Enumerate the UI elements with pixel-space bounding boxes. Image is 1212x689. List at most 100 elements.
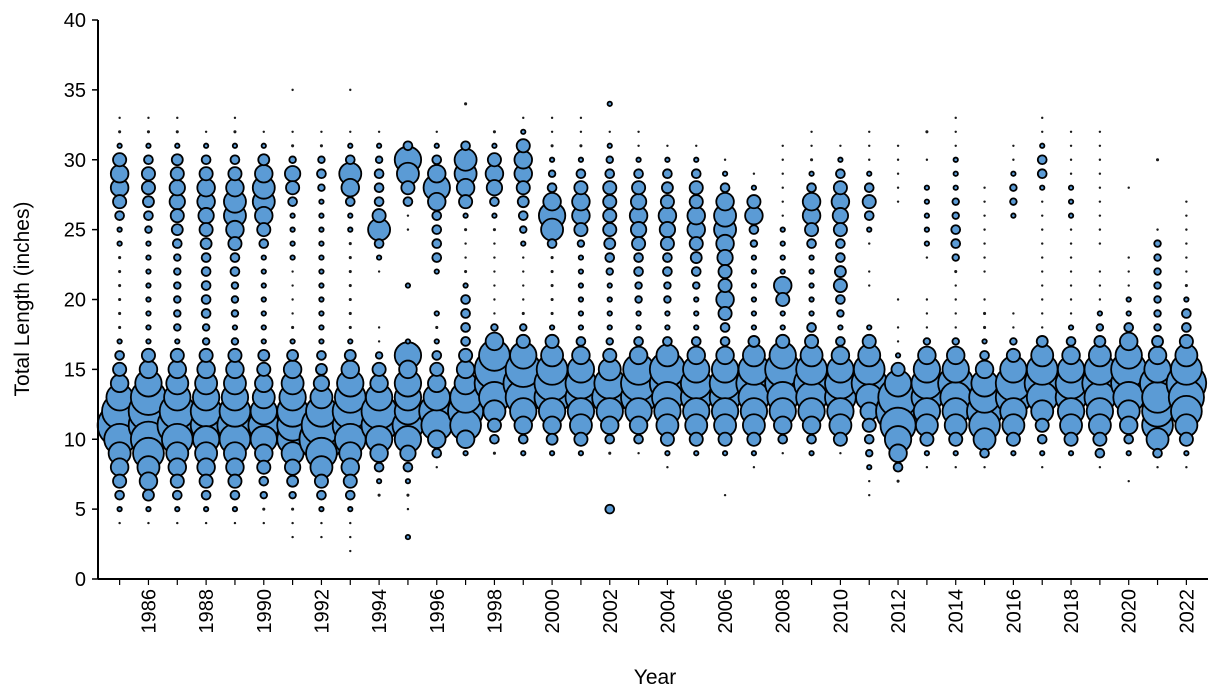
bubble-point [954, 116, 957, 120]
bubble-point [118, 311, 122, 316]
bubble-point [233, 130, 237, 134]
bubble-point [923, 240, 930, 247]
bubble-point [801, 191, 822, 212]
bubble-point [548, 324, 556, 331]
bubble-point [890, 361, 906, 377]
bubble-point [892, 461, 904, 473]
bubble-point [577, 310, 585, 317]
bubble-point [318, 226, 325, 233]
x-tick-label: 2016 [1003, 589, 1025, 634]
bubble-point [719, 336, 731, 347]
bubble-point [602, 208, 618, 224]
bubble-point [1041, 256, 1044, 259]
bubble-point [344, 196, 356, 207]
bubble-point [1069, 172, 1073, 175]
bubble-point [522, 270, 525, 273]
bubble-point [522, 116, 525, 120]
bubble-point [1067, 184, 1075, 191]
bubble-point [750, 450, 758, 457]
bubble-point [347, 212, 354, 219]
bubble-point [719, 182, 731, 194]
bubble-point [693, 450, 700, 457]
bubble-point [145, 142, 152, 149]
bubble-point [489, 433, 500, 445]
bubble-point [925, 298, 929, 301]
bubble-point [604, 433, 616, 445]
bubble-point [983, 311, 987, 316]
bubble-point [145, 240, 152, 247]
bubble-point [173, 267, 182, 276]
bubble-point [318, 212, 325, 219]
bubble-point [896, 144, 900, 147]
bubble-point [1012, 312, 1015, 315]
bubble-point [347, 226, 354, 233]
bubble-point [1039, 184, 1046, 191]
bubble-point [318, 282, 325, 289]
bubble-point [1035, 335, 1049, 348]
bubble-point [460, 336, 471, 347]
bubble-point [662, 266, 673, 277]
bubble-point [291, 284, 294, 287]
bubble-point [835, 336, 846, 347]
bubble-point [1127, 186, 1130, 189]
bubble-point [519, 323, 528, 332]
bubble-point [198, 473, 214, 489]
bubble-point [861, 417, 877, 433]
bubble-point [230, 309, 240, 318]
bubble-point [1069, 228, 1073, 231]
bubble-point [114, 210, 125, 221]
bubble-point [548, 156, 556, 163]
bubble-point [140, 180, 156, 196]
bubble-point [431, 210, 443, 221]
bubble-point [628, 415, 649, 435]
bubble-point [175, 130, 179, 134]
bubble-point [868, 284, 871, 287]
bubble-point [316, 489, 327, 501]
bubble-point [663, 281, 672, 290]
bubble-point [1065, 336, 1077, 347]
bubble-point [896, 200, 900, 203]
bubble-point [1185, 466, 1188, 469]
bubble-point [1067, 324, 1075, 331]
bubble-point [688, 180, 704, 196]
bubble-point [319, 144, 323, 148]
bubble-point [981, 338, 988, 345]
bubble-point [284, 165, 302, 183]
bubble-point [888, 443, 908, 463]
bubble-point [983, 200, 986, 203]
bubble-point [540, 217, 564, 242]
bubble-point [377, 130, 381, 133]
bubble-point [577, 324, 585, 331]
bubble-point [633, 168, 644, 180]
bubble-point [291, 521, 294, 525]
bubble-point [865, 449, 874, 458]
bubble-point [284, 458, 302, 476]
bubble-point [347, 506, 354, 513]
bubble-point [262, 521, 265, 525]
bubble-point [954, 312, 957, 315]
y-tick-label: 40 [64, 10, 86, 32]
bubble-point [464, 228, 468, 232]
bubble-point [256, 361, 272, 377]
bubble-point [868, 270, 871, 273]
bubble-point [138, 359, 159, 380]
bubble-point [606, 282, 613, 289]
bubble-point [340, 359, 360, 380]
bubble-point [693, 324, 700, 331]
bubble-point [894, 352, 902, 359]
bubble-point [777, 433, 789, 445]
bubble-point [666, 466, 669, 469]
bubble-point [291, 312, 294, 315]
bubble-point [717, 305, 733, 321]
bubble-point [606, 324, 613, 331]
bubble-point [455, 359, 476, 380]
bubble-point [1098, 270, 1102, 273]
bubble-point [145, 268, 152, 275]
bubble-point [431, 224, 443, 235]
bubble-point [435, 466, 438, 469]
bubble-point [834, 265, 847, 278]
bubble-point [231, 142, 239, 149]
bubble-point [486, 417, 502, 433]
bubble-point [950, 224, 962, 235]
